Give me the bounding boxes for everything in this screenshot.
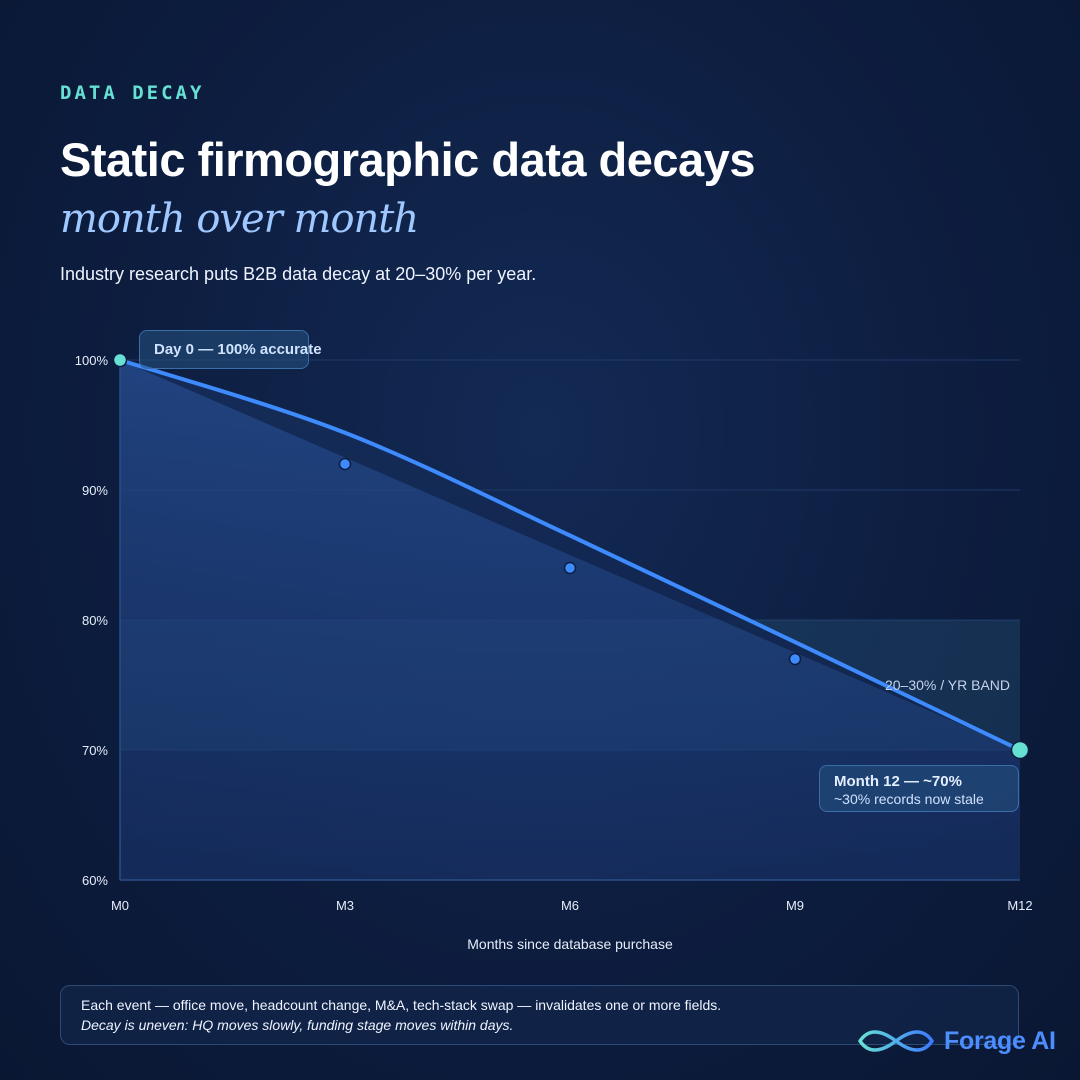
y-tick-label: 70% [82,743,108,758]
data-point-marker [788,652,802,666]
x-axis-title: Months since database purchase [467,936,673,952]
band-label: 20–30% / YR BAND [885,677,1010,693]
area-shadow-wedge [120,360,1020,750]
page-title: Static firmographic data decays [60,133,755,186]
x-tick-label: M12 [1007,898,1032,913]
y-tick-label: 80% [82,613,108,628]
footer-note: Each event — office move, headcount chan… [60,985,1019,1045]
data-point-marker [338,457,352,471]
x-tick-label: M6 [561,898,579,913]
brand-logo: Forage AI [856,1026,1056,1056]
infinity-wave-icon [858,1030,934,1052]
footer-line-1: Each event — office move, headcount chan… [81,997,722,1013]
footer-line-2: Decay is uneven: HQ moves slowly, fundin… [81,1017,514,1033]
eyebrow-label: DATA DECAY [60,82,205,104]
x-tick-label: M9 [786,898,804,913]
annotation-month12: Month 12 — ~70% ~30% records now stale [819,765,1019,812]
y-tick-label: 90% [82,483,108,498]
brand-logo-text: Forage AI [944,1026,1056,1055]
annotation-month12-detail: ~30% records now stale [834,791,984,807]
endpoint-marker [112,352,128,368]
endpoint-marker [1010,740,1030,760]
area-under-curve [120,360,1020,880]
annotation-month12-title: Month 12 — ~70% [834,773,962,790]
y-tick-label: 100% [75,353,109,368]
decay-curve-line [118,358,1022,752]
page-title-subline: month over month [60,196,419,242]
x-tick-label: M0 [111,898,129,913]
page-subtitle: Industry research puts B2B data decay at… [60,264,537,284]
y-tick-label: 60% [82,873,108,888]
x-tick-label: M3 [336,898,354,913]
data-point-marker [563,561,577,575]
annotation-day0: Day 0 — 100% accurate [139,330,322,369]
